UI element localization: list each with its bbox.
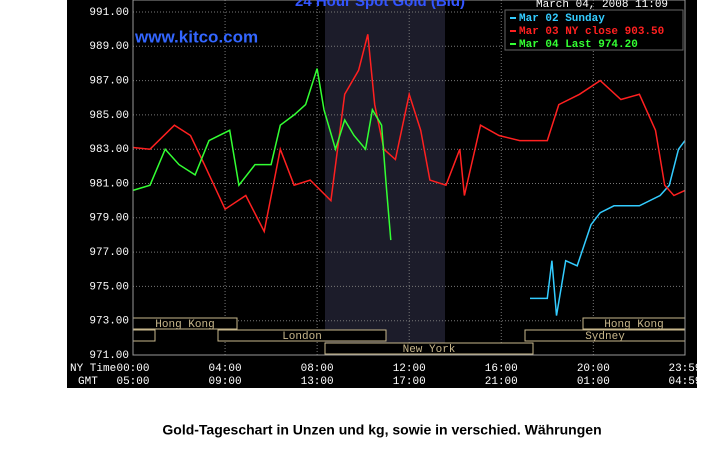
chart-title: 24 Hour Spot Gold (Bid) bbox=[295, 0, 465, 10]
y-tick-label: 985.00 bbox=[89, 110, 129, 122]
axis-row-label: NY Time bbox=[70, 363, 116, 375]
gmt-tick-label: 05:00 bbox=[116, 376, 149, 388]
gmt-tick-label: 21:00 bbox=[485, 376, 518, 388]
gmt-tick-label: 01:00 bbox=[577, 376, 610, 388]
session-bar bbox=[217, 329, 387, 342]
session-label: Hong Kong bbox=[155, 319, 214, 331]
y-tick-label: 991.00 bbox=[89, 7, 129, 19]
session-label: Sydney bbox=[585, 331, 625, 343]
session-label: New York bbox=[403, 344, 456, 356]
y-tick-label: 973.00 bbox=[89, 316, 129, 328]
x-tick-label: 08:00 bbox=[301, 363, 334, 375]
session-label: London bbox=[282, 331, 322, 343]
y-tick-label: 977.00 bbox=[89, 247, 129, 259]
y-tick-label: 981.00 bbox=[89, 178, 129, 190]
y-tick-label: 983.00 bbox=[89, 144, 129, 156]
x-tick-label: 23:59 bbox=[668, 363, 701, 375]
x-tick-label: 00:00 bbox=[116, 363, 149, 375]
y-tick-label: 971.00 bbox=[89, 350, 129, 362]
session-label: Hong Kong bbox=[604, 319, 663, 331]
y-tick-label: 987.00 bbox=[89, 76, 129, 88]
plot-frame bbox=[132, 0, 686, 356]
x-tick-label: 12:00 bbox=[393, 363, 426, 375]
timestamp: March 04, 2008 11:09 bbox=[536, 0, 668, 11]
gmt-tick-label: 04:59 bbox=[668, 376, 701, 388]
legend-label: Mar 04 Last 974.20 bbox=[519, 39, 638, 51]
legend-label: Mar 02 Sunday bbox=[519, 13, 605, 25]
x-tick-label: 20:00 bbox=[577, 363, 610, 375]
lines bbox=[132, 34, 686, 316]
series-line bbox=[132, 34, 686, 234]
gmt-tick-label: 13:00 bbox=[301, 376, 334, 388]
caption: Gold-Tageschart in Unzen und kg, sowie i… bbox=[162, 422, 601, 438]
series-line bbox=[132, 68, 392, 241]
watermark: www.kitco.com bbox=[134, 27, 258, 46]
series-line bbox=[530, 140, 686, 316]
axis-row-label: GMT bbox=[78, 376, 98, 388]
session-bar bbox=[324, 342, 534, 355]
x-tick-label: 16:00 bbox=[485, 363, 518, 375]
gmt-tick-label: 09:00 bbox=[209, 376, 242, 388]
y-tick-label: 979.00 bbox=[89, 213, 129, 225]
y-tick-label: 975.00 bbox=[89, 281, 129, 293]
x-tick-label: 04:00 bbox=[209, 363, 242, 375]
y-tick-label: 989.00 bbox=[89, 41, 129, 53]
legend-label: Mar 03 NY close 903.50 bbox=[519, 26, 664, 38]
legend-box bbox=[504, 9, 684, 51]
gmt-tick-label: 17:00 bbox=[393, 376, 426, 388]
